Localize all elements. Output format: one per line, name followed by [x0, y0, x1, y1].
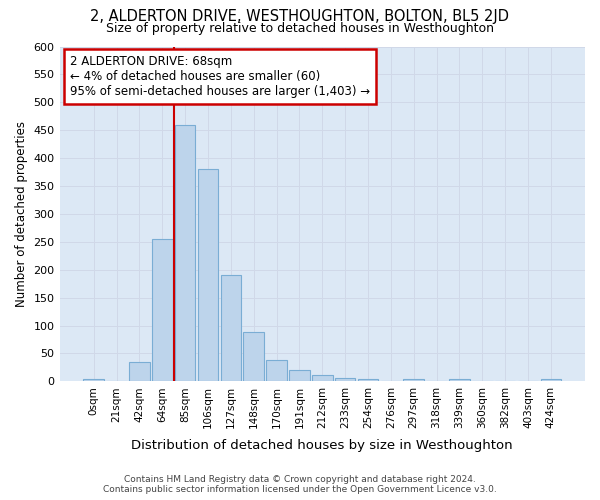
- Bar: [335, 378, 355, 382]
- Bar: [289, 370, 310, 382]
- Text: 2, ALDERTON DRIVE, WESTHOUGHTON, BOLTON, BL5 2JD: 2, ALDERTON DRIVE, WESTHOUGHTON, BOLTON,…: [91, 9, 509, 24]
- Text: Contains HM Land Registry data © Crown copyright and database right 2024.
Contai: Contains HM Land Registry data © Crown c…: [103, 474, 497, 494]
- Bar: [449, 378, 470, 382]
- Y-axis label: Number of detached properties: Number of detached properties: [15, 121, 28, 307]
- Bar: [198, 170, 218, 382]
- Bar: [244, 332, 264, 382]
- Bar: [129, 362, 150, 382]
- Text: 2 ALDERTON DRIVE: 68sqm
← 4% of detached houses are smaller (60)
95% of semi-det: 2 ALDERTON DRIVE: 68sqm ← 4% of detached…: [70, 55, 370, 98]
- Bar: [358, 378, 378, 382]
- Bar: [541, 378, 561, 382]
- Bar: [266, 360, 287, 382]
- Bar: [221, 276, 241, 382]
- Bar: [83, 378, 104, 382]
- Bar: [403, 378, 424, 382]
- Bar: [152, 239, 173, 382]
- Bar: [175, 124, 196, 382]
- X-axis label: Distribution of detached houses by size in Westhoughton: Distribution of detached houses by size …: [131, 440, 513, 452]
- Bar: [312, 376, 332, 382]
- Text: Size of property relative to detached houses in Westhoughton: Size of property relative to detached ho…: [106, 22, 494, 35]
